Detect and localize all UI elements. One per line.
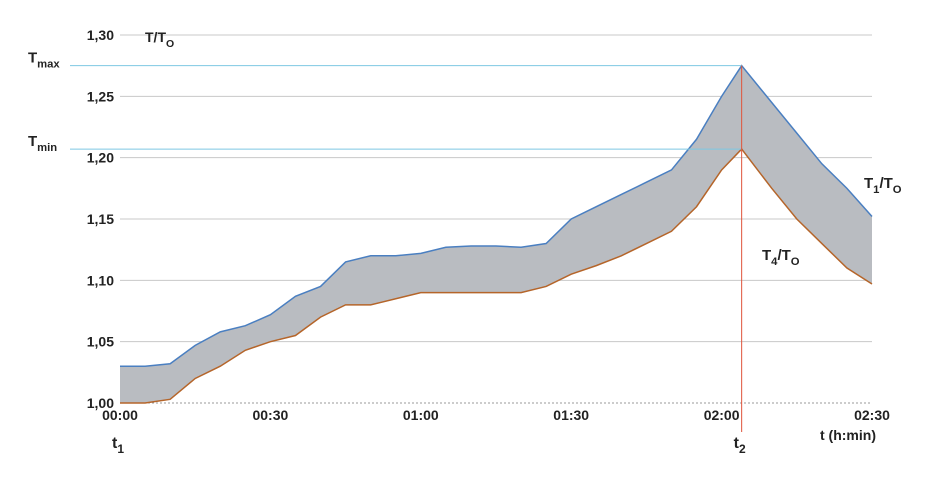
x-tick-label: 01:00 [403,407,439,423]
series-label: T1/TO [864,175,902,196]
text-part: T/T [145,29,166,45]
reference-label: Tmax [28,50,60,71]
text-part: /T [777,247,790,264]
text-part: T [28,133,37,150]
y-axis-title: T/TO [145,29,174,50]
reference-label: Tmin [28,133,57,154]
subscript: 4 [771,256,778,268]
x-tick-label: 00:00 [102,407,138,423]
subscript: 1 [117,442,124,456]
time-marker-label: t2 [734,435,746,456]
y-tick-label: 1,05 [87,334,114,350]
y-tick-label: 1,15 [87,211,114,227]
y-tick-label: 1,00 [87,395,114,411]
text-part: t [112,435,118,452]
y-tick-label: 1,20 [87,150,114,166]
y-tick-label: 1,30 [87,27,114,43]
x-tick-label: 00:30 [252,407,288,423]
text-part: t [734,435,740,452]
text-part: T [28,50,37,67]
subscript: min [37,142,57,154]
text-part: T [864,175,873,192]
subscript: O [791,256,800,268]
subscript: 1 [873,184,879,196]
subscript: O [893,184,902,196]
series-label: T4/TO [762,247,800,268]
x-tick-label: 02:30 [854,407,890,423]
x-axis-title: t (h:min) [820,427,876,443]
x-tick-label: 02:00 [704,407,740,423]
subscript: 2 [739,442,746,456]
x-tick-label: 01:30 [553,407,589,423]
y-tick-label: 1,25 [87,88,114,104]
time-marker-label: t1 [112,435,124,456]
text-part: T [762,247,771,264]
subscript: max [37,59,60,71]
text-part: /T [879,175,892,192]
y-tick-label: 1,10 [87,272,114,288]
band-fill [120,65,872,404]
subscript: O [166,38,174,50]
